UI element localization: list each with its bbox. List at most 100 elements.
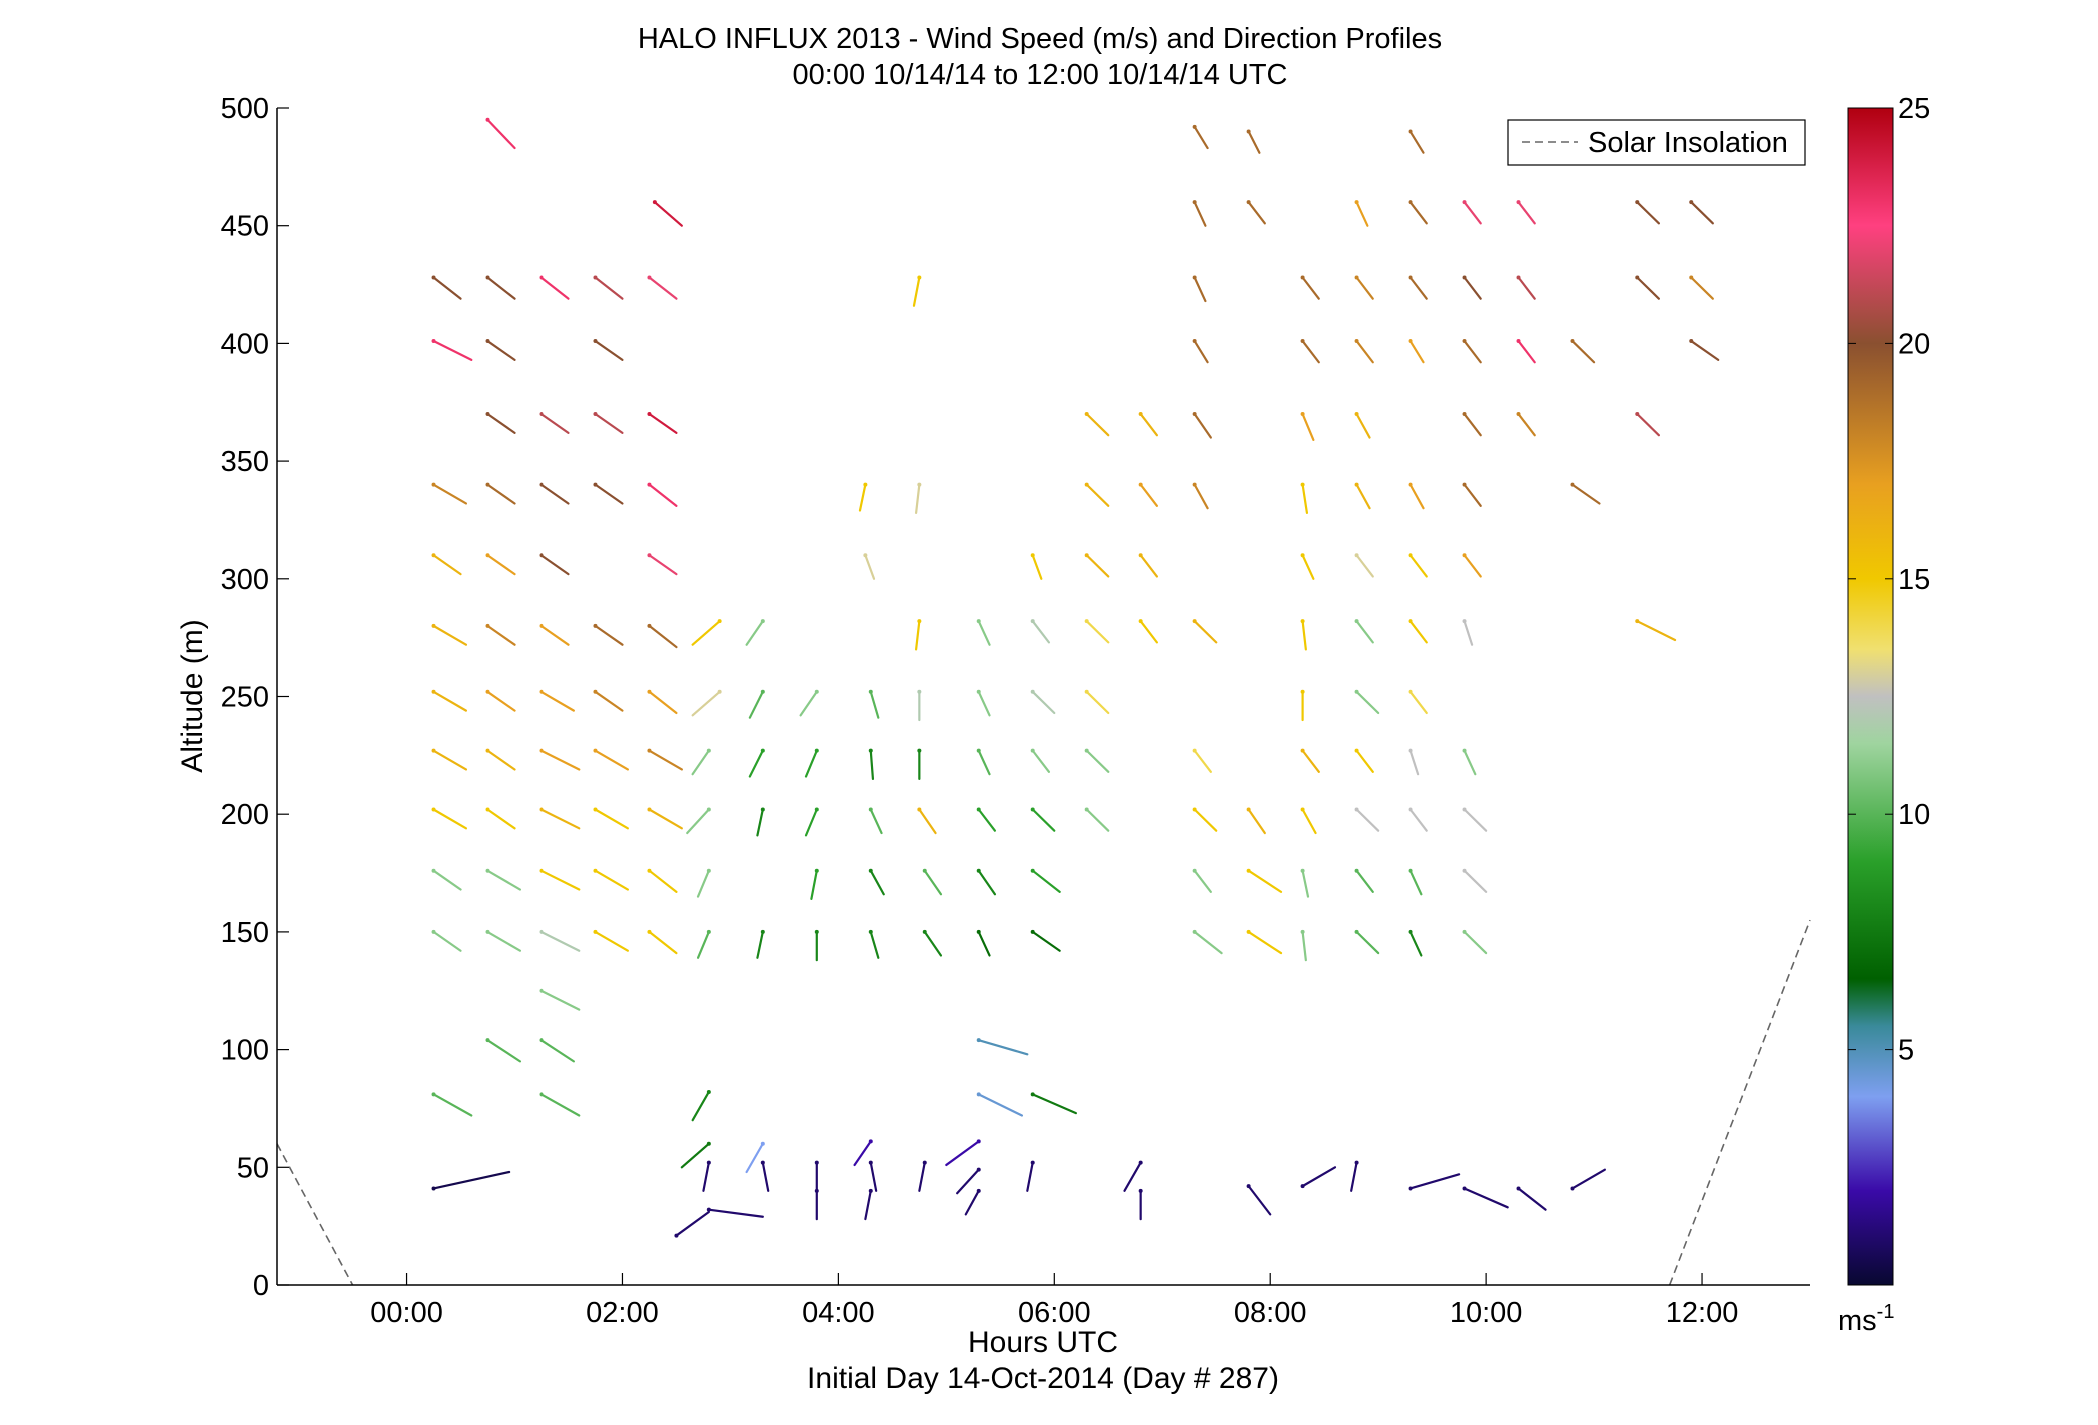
wind-vector-origin-180	[1354, 929, 1359, 934]
wind-vector-origin-23	[1462, 275, 1467, 280]
wind-vector-72	[1139, 554, 1158, 578]
wind-vector-81	[648, 624, 678, 649]
wind-vector-51	[486, 483, 516, 505]
wind-vector-96	[486, 690, 516, 712]
colorbar-tick-label-4: 25	[1898, 93, 1930, 125]
wind-vector-origin-54	[647, 482, 652, 487]
y-tick-label-0: 0	[253, 1270, 269, 1302]
wind-vector-origin-170	[706, 929, 711, 934]
wind-vector-53	[594, 483, 624, 505]
wind-vector-115	[648, 749, 683, 771]
x-tick-label-4: 08:00	[1234, 1297, 1307, 1329]
wind-vector-origin-194	[760, 1141, 765, 1146]
wind-vector-origin-149	[485, 868, 490, 873]
wind-vector-39	[540, 412, 570, 434]
x-tick-label-0: 00:00	[370, 1297, 443, 1329]
wind-vector-124	[1193, 749, 1212, 773]
x-tick-label-5: 10:00	[1450, 1297, 1523, 1329]
wind-vector-19	[1193, 276, 1207, 303]
wind-vector-140	[1031, 808, 1056, 832]
wind-vector-origin-75	[1408, 553, 1413, 558]
wind-vector-18	[912, 276, 921, 307]
wind-vector-179	[1301, 930, 1307, 962]
wind-vector-origin-186	[976, 1038, 981, 1043]
wind-vector-origin-189	[706, 1089, 711, 1094]
wind-vector-2	[1193, 125, 1209, 150]
wind-vector-origin-181	[1408, 929, 1413, 934]
wind-vector-198	[761, 1161, 770, 1192]
y-tick-label-3: 150	[221, 917, 269, 949]
wind-vector-107	[1085, 690, 1110, 715]
wind-vector-origin-55	[863, 482, 868, 487]
wind-vector-origin-78	[485, 623, 490, 628]
wind-vector-origin-131	[539, 807, 544, 812]
wind-vector-158	[1031, 869, 1061, 893]
wind-vector-203	[1026, 1161, 1034, 1192]
colorbar-tick-label-1: 10	[1898, 799, 1930, 831]
wind-vector-59	[1193, 483, 1209, 510]
wind-vector-200	[869, 1161, 878, 1192]
wind-vector-167	[540, 930, 581, 952]
wind-vector-44	[1193, 412, 1212, 439]
wind-vector-origin-69	[863, 553, 868, 558]
y-ticks: 0 50 100 150 200 250 300 350 400 450 500	[221, 93, 289, 1302]
wind-vector-origin-42	[1084, 412, 1089, 417]
wind-vector-12	[1690, 201, 1714, 225]
plot-area	[277, 108, 1810, 1285]
wind-vector-origin-90	[1300, 619, 1305, 624]
wind-vector-183	[540, 989, 581, 1011]
wind-vector-origin-44	[1192, 412, 1197, 417]
wind-vector-14	[486, 276, 516, 300]
wind-vector-origin-29	[593, 339, 598, 344]
wind-vector-147	[1463, 808, 1488, 832]
wind-vector-origin-5	[1192, 200, 1197, 205]
wind-vector-145	[1355, 808, 1380, 832]
wind-vector-origin-109	[1354, 689, 1359, 694]
wind-vector-origin-188	[539, 1092, 544, 1097]
wind-vector-origin-211	[1570, 1186, 1575, 1191]
wind-vector-origin-62	[1408, 482, 1413, 487]
wind-vector-195	[853, 1140, 872, 1167]
wind-vector-origin-215	[868, 1188, 873, 1193]
wind-vector-112	[486, 749, 516, 771]
solar-insolation-segment-1	[1668, 919, 1811, 1286]
wind-vector-4	[1409, 130, 1425, 154]
wind-vector-11	[1636, 201, 1660, 225]
wind-vector-156	[923, 869, 943, 896]
wind-vector-25	[1636, 276, 1660, 300]
wind-vector-origin-84	[917, 619, 922, 624]
wind-vector-origin-217	[1138, 1188, 1143, 1193]
wind-vector-origin-125	[1300, 748, 1305, 753]
wind-vector-162	[1355, 869, 1374, 893]
x-tick-label-2: 04:00	[802, 1297, 875, 1329]
wind-vector-origin-58	[1138, 482, 1143, 487]
chart-subtitle: 00:00 10/14/14 to 12:00 10/14/14 UTC	[793, 59, 1288, 91]
wind-vector-origin-175	[976, 929, 981, 934]
wind-vector-origin-43	[1138, 412, 1143, 417]
wind-vector-40	[594, 412, 624, 434]
wind-vector-34	[1463, 339, 1482, 364]
wind-vector-origin-140	[1030, 807, 1035, 812]
wind-vector-origin-37	[1689, 339, 1694, 344]
wind-vector-origin-77	[431, 623, 436, 628]
wind-vector-origin-15	[539, 275, 544, 280]
chart-title: HALO INFLUX 2013 - Wind Speed (m/s) and …	[638, 23, 1442, 55]
wind-vector-144	[1301, 808, 1317, 835]
wind-vector-origin-147	[1462, 807, 1467, 812]
wind-vector-origin-171	[760, 929, 765, 934]
wind-vector-212	[675, 1210, 710, 1237]
wind-vector-origin-144	[1300, 807, 1305, 812]
wind-vector-205	[1247, 1185, 1272, 1216]
wind-vector-149	[486, 869, 522, 891]
colorbar: 5 10 15 20 25 ms-1	[1838, 93, 1930, 1337]
wind-vector-origin-79	[539, 623, 544, 628]
wind-vector-origin-154	[814, 868, 819, 873]
wind-vector-190	[977, 1093, 1024, 1117]
wind-vector-origin-98	[593, 689, 598, 694]
wind-vector-origin-72	[1138, 553, 1143, 558]
wind-vector-origin-112	[485, 748, 490, 753]
wind-vector-origin-106	[1030, 689, 1035, 694]
wind-vector-origin-94	[1635, 619, 1640, 624]
wind-vector-181	[1409, 930, 1423, 957]
